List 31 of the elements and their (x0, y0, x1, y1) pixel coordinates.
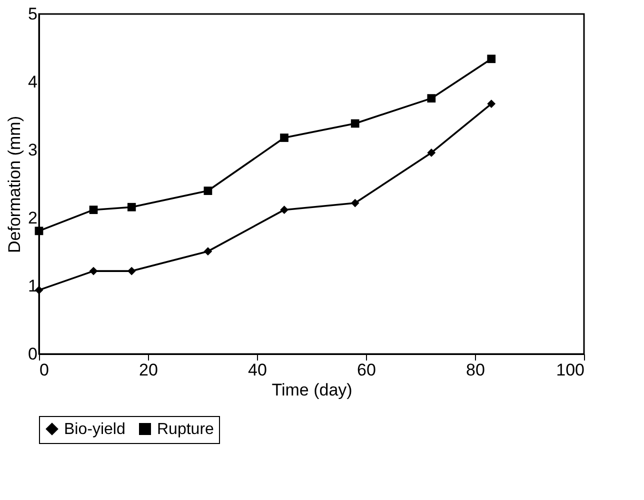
y-tick-label: 1 (28, 276, 38, 296)
y-tick-label: 4 (28, 72, 38, 92)
point (34, 226, 44, 236)
y-axis-title: Deformation (mm) (5, 116, 24, 253)
x-tick-label: 0 (40, 360, 49, 380)
point (204, 247, 212, 256)
point (204, 186, 212, 195)
legend-label: Rupture (157, 421, 214, 438)
point (89, 206, 98, 214)
point (280, 134, 288, 142)
x-tick-label: 60 (357, 360, 376, 380)
point (487, 54, 496, 64)
x-tick-label: 100 (556, 360, 584, 380)
point (127, 266, 136, 276)
legend-label: Bio-yield (64, 421, 126, 438)
y-tick-label: 3 (28, 140, 38, 160)
point (427, 94, 436, 103)
point (427, 148, 436, 157)
point (350, 198, 360, 208)
y-tick-label: 2 (28, 208, 38, 228)
x-tick-label: 80 (466, 360, 485, 380)
x-tick-label: 20 (139, 360, 158, 380)
x-tick-label: 40 (248, 360, 267, 380)
y-tick-label: 0 (28, 344, 38, 364)
point (487, 100, 496, 108)
point (280, 206, 288, 214)
point (127, 202, 136, 212)
point (89, 266, 98, 276)
y-tick-label: 5 (28, 4, 38, 24)
x-axis-title: Time (day) (272, 380, 352, 400)
point (350, 119, 360, 128)
